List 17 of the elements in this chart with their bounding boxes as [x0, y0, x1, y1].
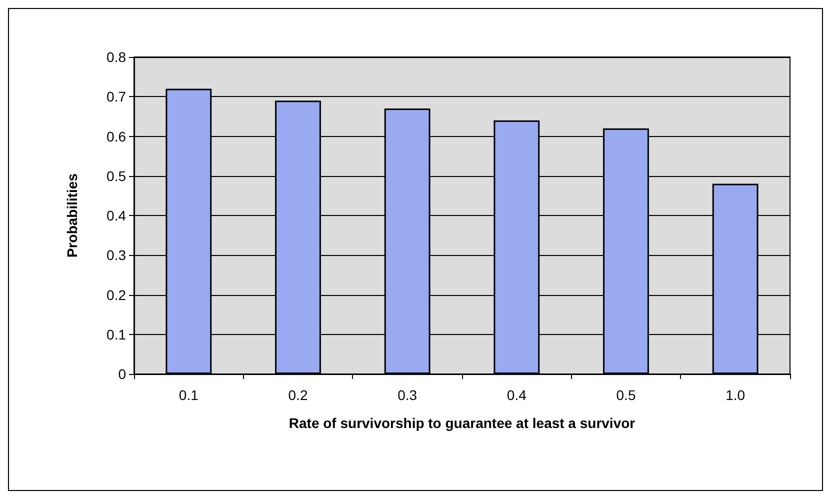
y-tick-label: 0.8	[106, 49, 126, 65]
y-tick-label: 0.6	[106, 128, 126, 144]
x-tick-label: 0.2	[288, 387, 308, 403]
y-axis-title: Probabilities	[64, 173, 80, 258]
x-tick-label: 0.1	[178, 387, 199, 403]
y-tick-label: 0.3	[106, 247, 126, 264]
y-tick-label: 0.2	[106, 286, 126, 303]
y-tick-label: 0	[118, 366, 126, 382]
x-tick-label: 0.4	[506, 387, 527, 403]
x-tick-label: 1.0	[726, 387, 746, 403]
y-tick-label: 0.4	[106, 208, 126, 224]
x-axis-title: Rate of survivorship to guarantee at least a survivor	[288, 415, 636, 431]
y-tick-label: 0.7	[106, 88, 126, 105]
y-tick-label: 0.1	[106, 326, 126, 342]
x-tick-label: 0.3	[398, 387, 418, 403]
x-tick-label: 0.5	[616, 387, 636, 403]
y-tick-label: 0.5	[106, 168, 126, 184]
